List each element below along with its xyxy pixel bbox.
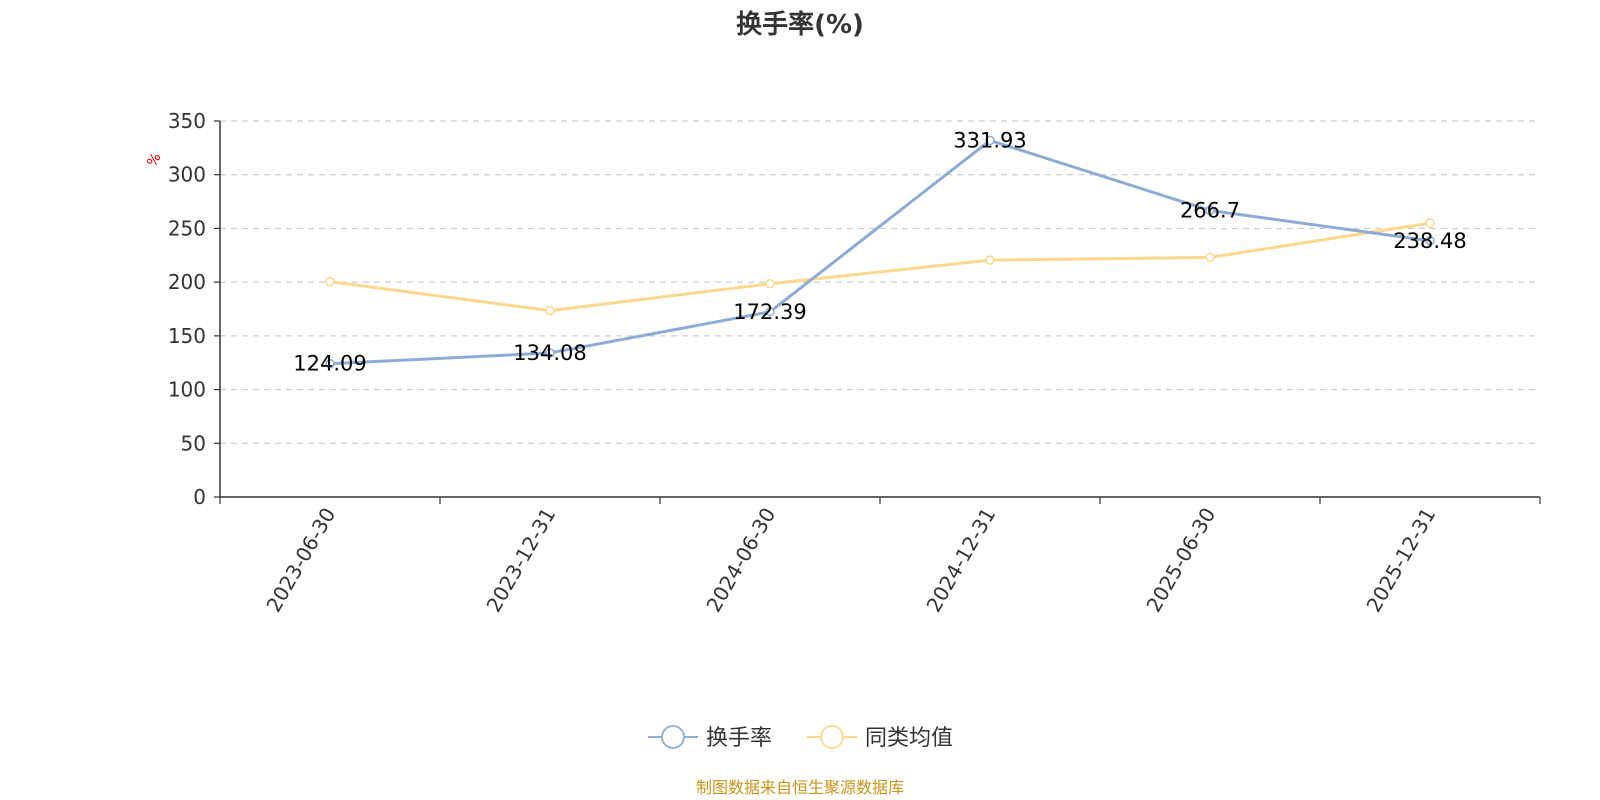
- data-label: 172.39: [733, 300, 806, 324]
- y-tick-label: 100: [168, 378, 206, 402]
- data-point: [1205, 252, 1215, 263]
- data-label: 134.08: [513, 341, 586, 365]
- y-tick-label: 200: [168, 270, 206, 294]
- data-point: [325, 276, 335, 287]
- x-tick-label: 2023-06-30: [261, 504, 340, 617]
- data-point: [985, 255, 995, 265]
- data-point: [1425, 236, 1435, 246]
- data-point: [985, 135, 995, 146]
- y-tick-label: 350: [168, 109, 206, 133]
- data-label: 266.7: [1180, 198, 1240, 222]
- data-point: [765, 307, 775, 317]
- data-point: [1205, 205, 1215, 216]
- x-tick-label: 2024-12-31: [921, 504, 1000, 617]
- series-layer: [325, 135, 1435, 369]
- x-tick-label: 2025-06-30: [1141, 504, 1220, 617]
- data-point: [545, 305, 555, 316]
- legend-label: 同类均值: [865, 726, 953, 751]
- legend-marker-icon: [820, 725, 844, 749]
- series-line: [329, 221, 1431, 313]
- data-label: 331.93: [953, 128, 1026, 152]
- y-tick-label: 300: [168, 163, 206, 187]
- grid-lines: [220, 120, 1540, 444]
- data-point: [545, 348, 555, 358]
- y-tick-label: 50: [181, 431, 206, 455]
- series-line: [329, 138, 1431, 366]
- data-point: [1425, 218, 1435, 228]
- data-label: 238.48: [1393, 229, 1466, 253]
- legend[interactable]: 换手率 同类均值: [648, 725, 953, 751]
- chart-title: 换手率(%): [736, 9, 864, 40]
- data-label: 124.09: [293, 352, 366, 376]
- y-tick-label: 150: [168, 324, 206, 348]
- x-tick-label: 2023-12-31: [481, 504, 560, 617]
- y-tick-label: 250: [168, 216, 206, 240]
- legend-label: 换手率: [706, 726, 772, 751]
- y-unit-label: %: [144, 150, 165, 170]
- source-note: 制图数据来自恒生聚源数据库: [696, 778, 904, 797]
- x-tick-label: 2024-06-30: [701, 504, 780, 617]
- data-point: [765, 279, 775, 289]
- y-tick-label: 0: [193, 485, 206, 509]
- data-labels: 124.09 134.08 172.39 331.93 266.7 238.48: [293, 128, 1466, 375]
- legend-marker-icon: [661, 725, 685, 749]
- data-point: [325, 358, 335, 369]
- x-tick-label: 2025-12-31: [1361, 504, 1440, 617]
